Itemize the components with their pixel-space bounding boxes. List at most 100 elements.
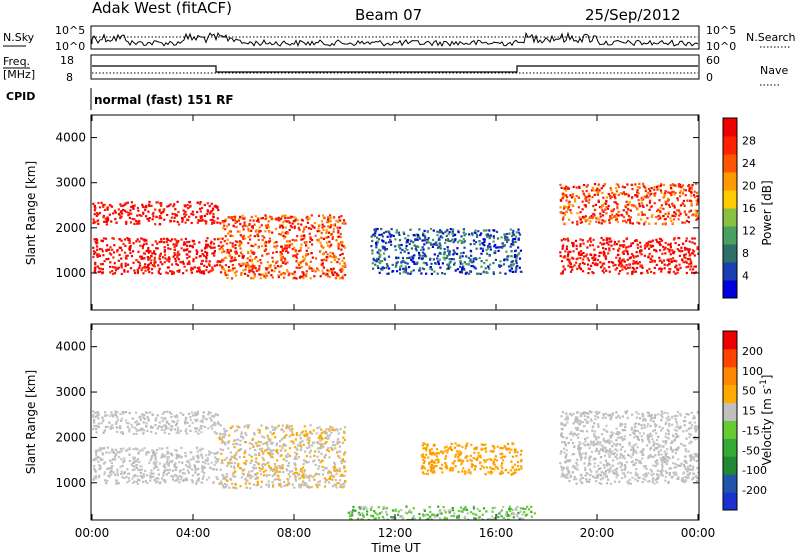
echo-point: [362, 514, 365, 517]
echo-point: [632, 444, 635, 447]
echo-point: [366, 510, 369, 513]
echo-point: [434, 241, 437, 244]
echo-point: [145, 242, 148, 245]
echo-point: [175, 239, 178, 242]
echo-point: [573, 264, 576, 267]
echo-point: [335, 239, 338, 242]
echo-point: [147, 210, 150, 213]
echo-point: [171, 459, 174, 462]
echo-point: [166, 266, 169, 269]
echo-point: [225, 456, 228, 460]
echo-point: [637, 438, 641, 441]
echo-point: [299, 468, 303, 471]
echo-point: [578, 253, 581, 257]
echo-point: [248, 223, 251, 226]
echo-point: [208, 212, 211, 215]
echo-point: [500, 470, 503, 473]
echo-point: [140, 255, 143, 258]
echo-point: [247, 242, 250, 245]
echo-point: [415, 238, 418, 241]
echo-point: [125, 475, 128, 478]
echo-point: [332, 441, 335, 444]
echo-point: [378, 261, 381, 264]
echo-point: [402, 267, 405, 270]
echo-point: [472, 457, 475, 460]
echo-point: [150, 430, 153, 433]
echo-point: [189, 429, 192, 432]
echo-point: [128, 216, 131, 220]
echo-point: [114, 211, 117, 214]
echo-point: [229, 427, 232, 430]
echo-point: [347, 511, 350, 514]
echo-point: [258, 265, 261, 268]
echo-point: [626, 253, 630, 256]
echo-point: [168, 260, 171, 263]
echo-point: [158, 447, 161, 450]
echo-point: [200, 481, 203, 484]
echo-point: [210, 451, 213, 454]
echo-point: [461, 255, 464, 258]
echo-point: [120, 257, 123, 260]
echo-point: [186, 460, 189, 463]
echo-point: [138, 461, 141, 464]
echo-point: [696, 203, 699, 206]
echo-point: [138, 266, 141, 269]
echo-point: [447, 239, 450, 242]
echo-point: [589, 440, 593, 443]
echo-point: [372, 257, 375, 260]
echo-point: [526, 505, 529, 508]
echo-point: [322, 237, 326, 240]
echo-point: [666, 448, 669, 451]
echo-point: [270, 218, 273, 221]
echo-point: [109, 261, 112, 264]
echo-point: [650, 215, 653, 219]
echo-point: [666, 258, 669, 261]
echo-point: [147, 267, 151, 270]
echo-point: [381, 266, 384, 269]
echo-point: [583, 262, 586, 265]
echo-point: [166, 272, 169, 275]
echo-point: [589, 240, 593, 243]
echo-point: [297, 222, 300, 226]
echo-point: [517, 228, 520, 231]
echo-point: [410, 511, 413, 514]
echo-point: [274, 468, 277, 471]
echo-point: [463, 508, 466, 511]
echo-point: [488, 517, 492, 520]
echo-point: [196, 270, 199, 273]
echo-point: [164, 424, 167, 428]
echo-point: [170, 263, 174, 266]
echo-point: [132, 465, 135, 468]
echo-point: [300, 474, 303, 477]
echo-point: [432, 467, 435, 470]
echo-point: [607, 478, 610, 481]
echo-point: [511, 270, 515, 273]
echo-point: [236, 240, 239, 243]
echo-point: [127, 211, 130, 214]
echo-point: [264, 272, 267, 275]
echo-point: [602, 196, 605, 199]
echo-point: [378, 255, 381, 258]
echo-point: [637, 423, 641, 426]
echo-point: [175, 414, 179, 417]
echo-point: [146, 411, 149, 414]
echo-point: [623, 474, 626, 477]
echo-point: [459, 252, 463, 255]
echo-point: [161, 412, 164, 415]
echo-point: [682, 430, 685, 433]
echo-point: [650, 240, 653, 243]
freq-trace: [92, 65, 698, 73]
echo-point: [138, 449, 141, 452]
echo-point: [480, 252, 483, 255]
echo-point: [147, 250, 150, 253]
echo-point: [450, 258, 453, 261]
echo-point: [315, 483, 318, 486]
echo-point: [349, 514, 352, 517]
echo-point: [584, 215, 587, 218]
echo-point: [163, 431, 166, 434]
echo-point: [96, 255, 99, 258]
echo-point: [654, 192, 657, 195]
echo-point: [530, 510, 533, 513]
echo-point: [622, 252, 625, 256]
echo-point: [433, 465, 436, 468]
